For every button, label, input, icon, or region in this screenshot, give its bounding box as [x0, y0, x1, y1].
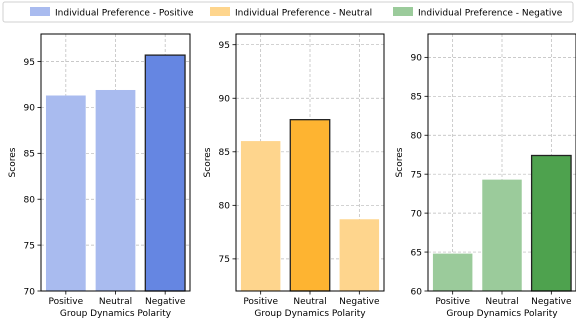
y-tick-label: 75 — [219, 255, 230, 265]
bar-positive — [45, 95, 86, 291]
chart-panels: 70 75 80 85 90 95 Positive Neutral Negative Group… — [8, 33, 576, 319]
x-tick-label: Negative — [531, 297, 572, 307]
chart-panel: 60 65 70 75 80 85 90 Positive Neutral Negative Gro… — [395, 33, 576, 319]
bar-negative — [530, 154, 572, 292]
y-tick-label: 85 — [219, 148, 230, 158]
bar-positive — [240, 141, 281, 291]
y-tick-label: 85 — [411, 93, 422, 103]
y-tick-label: 85 — [24, 150, 35, 160]
legend-swatch — [393, 7, 413, 16]
axes-frame — [40, 33, 191, 292]
y-tick-label: 95 — [24, 58, 35, 68]
x-axis-label: Group Dynamics Polarity — [446, 309, 558, 319]
legend-label: Individual Preference - Neutral — [235, 9, 372, 19]
y-tick-label: 75 — [411, 170, 422, 180]
x-tick-label: Positive — [435, 297, 470, 307]
legend-label: Individual Preference - Positive — [55, 9, 194, 19]
legend-swatch — [30, 7, 50, 16]
y-tick-label: 80 — [24, 196, 36, 206]
legend-frame — [2, 1, 574, 23]
y-tick-label: 80 — [219, 202, 231, 212]
bar-negative — [144, 54, 186, 292]
axes-frame — [427, 33, 576, 292]
chart-panel: 75 80 85 90 95 Positive Neutral Negative Group D… — [203, 33, 385, 319]
y-tick-label: 60 — [411, 287, 423, 297]
legend-label: Individual Preference - Negative — [418, 9, 563, 19]
y-tick-label: 75 — [24, 241, 35, 251]
legend: Individual Preference - Positive Individu… — [2, 1, 574, 23]
y-axis-label: Scores — [395, 147, 405, 177]
x-tick-label: Negative — [339, 297, 380, 307]
bar-neutral — [95, 89, 136, 291]
chart-panel: 70 75 80 85 90 95 Positive Neutral Negative Group… — [8, 33, 191, 319]
x-axis-label: Group Dynamics Polarity — [60, 309, 172, 319]
bar-positive — [432, 253, 473, 291]
y-axis-label: Scores — [203, 147, 213, 177]
x-tick-label: Neutral — [99, 297, 132, 307]
y-tick-label: 80 — [411, 132, 423, 142]
x-axis-label: Group Dynamics Polarity — [254, 309, 366, 319]
x-tick-label: Neutral — [485, 297, 518, 307]
y-tick-label: 70 — [24, 287, 36, 297]
y-tick-label: 70 — [411, 209, 423, 219]
x-tick-label: Negative — [145, 297, 186, 307]
y-tick-label: 95 — [219, 41, 230, 51]
y-axis-label: Scores — [8, 147, 18, 177]
x-tick-label: Positive — [48, 297, 83, 307]
bar-negative — [339, 219, 380, 291]
y-tick-label: 90 — [411, 54, 423, 64]
bar-neutral — [482, 179, 522, 291]
axes-frame — [235, 33, 385, 292]
x-tick-label: Positive — [243, 297, 278, 307]
y-tick-label: 65 — [411, 248, 422, 258]
y-tick-label: 90 — [24, 104, 36, 114]
x-tick-label: Neutral — [293, 297, 326, 307]
bar-neutral — [289, 119, 331, 292]
y-tick-label: 90 — [219, 95, 231, 105]
legend-swatch — [210, 7, 230, 16]
